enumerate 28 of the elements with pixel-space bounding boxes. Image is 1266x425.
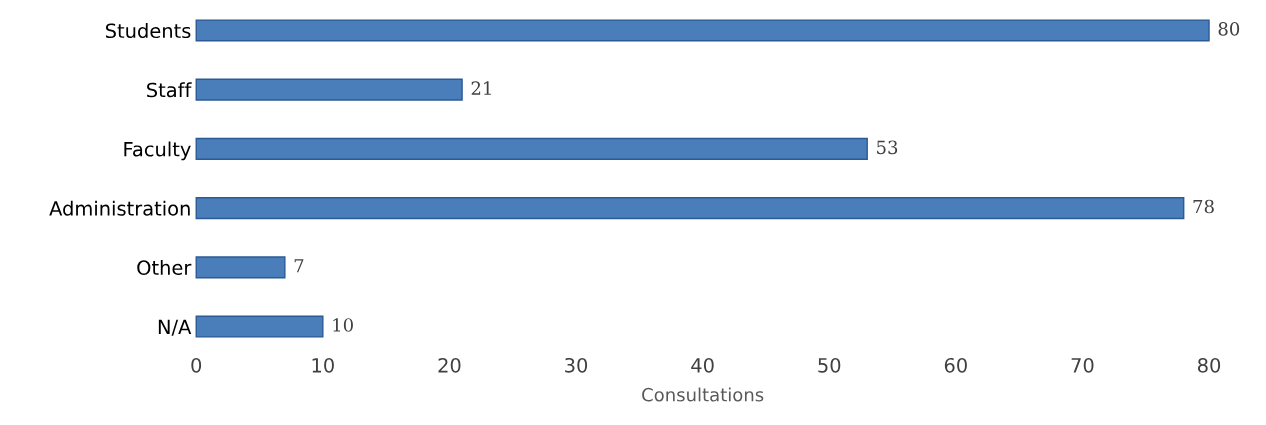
data-label: 78 [1193,199,1214,214]
data-label: 10 [333,318,353,332]
x-tick-label: 20 [438,357,461,373]
data-label: 80 [1218,22,1240,36]
x-tick-label: 50 [818,357,841,373]
y-tick-label: Faculty [124,141,191,161]
bar [195,256,286,279]
bar [195,19,1210,42]
y-tick-label: N/A [158,319,192,336]
bar [195,78,463,101]
data-label: 53 [877,140,898,155]
y-tick-label: Administration [49,200,190,216]
y-tick-label: Staff [147,82,192,98]
x-tick-label: 70 [1071,357,1094,373]
data-label: 7 [294,259,304,273]
x-tick-label: 30 [565,357,588,373]
x-tick-label: 40 [691,357,714,373]
x-axis-title: Consultations [642,387,764,402]
bar [195,315,324,338]
x-tick-label: 10 [312,357,334,373]
data-label: 21 [471,81,491,95]
bar [195,137,868,160]
x-tick-label: 0 [191,357,202,373]
y-tick-label: Other [137,259,192,275]
x-tick-label: 80 [1197,357,1221,373]
x-tick-label: 60 [944,357,967,373]
bar [195,197,1185,220]
y-tick-label: Students [105,23,191,39]
